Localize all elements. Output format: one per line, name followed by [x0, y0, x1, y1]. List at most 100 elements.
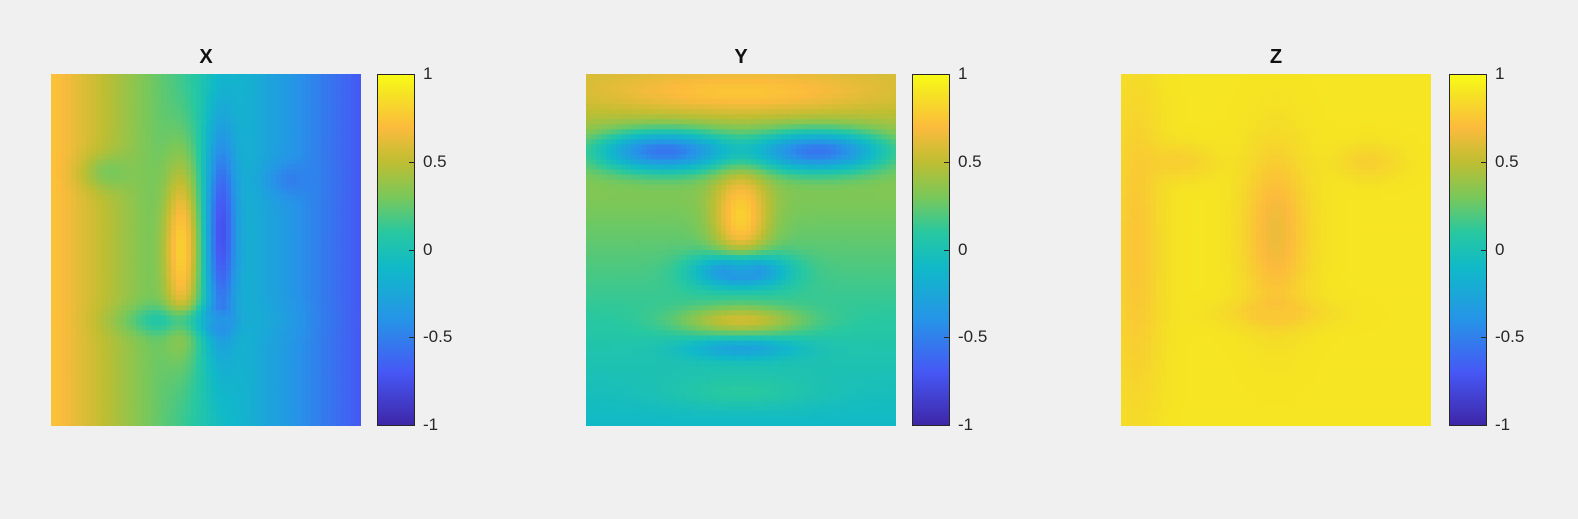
- heatmap-cell: [236, 255, 242, 261]
- heatmap-cell: [696, 109, 702, 115]
- heatmap-cell: [616, 84, 622, 90]
- heatmap-cell: [226, 124, 232, 130]
- heatmap-cell: [306, 189, 312, 196]
- heatmap-cell: [81, 119, 87, 125]
- heatmap-cell: [346, 265, 352, 271]
- heatmap-cell: [256, 169, 262, 176]
- heatmap-cell: [196, 350, 202, 357]
- heatmap-cell: [121, 94, 127, 100]
- heatmap-cell: [136, 250, 142, 256]
- heatmap-cell: [101, 260, 107, 266]
- heatmap-cell: [846, 109, 852, 115]
- heatmap-cell: [236, 335, 242, 342]
- heatmap-cell: [321, 335, 327, 342]
- heatmap-cell: [256, 179, 262, 186]
- heatmap-cell: [61, 169, 67, 176]
- heatmap-cell: [246, 84, 252, 90]
- heatmap-cell: [141, 214, 147, 221]
- heatmap-cell: [296, 415, 302, 422]
- heatmap-cell: [336, 250, 342, 256]
- heatmap-cell: [146, 154, 152, 161]
- heatmap-cell: [101, 94, 107, 100]
- heatmap-cell: [141, 159, 147, 166]
- heatmap-cell: [296, 89, 302, 95]
- heatmap-cell: [176, 310, 182, 316]
- heatmap-cell: [721, 79, 727, 85]
- heatmap-cell: [91, 164, 97, 171]
- heatmap-cell: [101, 114, 107, 120]
- heatmap-cell: [251, 234, 257, 241]
- heatmap-cell: [701, 74, 707, 80]
- heatmap-cell: [251, 265, 257, 271]
- heatmap-cell: [106, 295, 112, 301]
- heatmap-cell: [281, 285, 287, 291]
- heatmap-cell: [676, 74, 682, 80]
- heatmap-cell: [56, 184, 62, 191]
- heatmap-cell: [171, 405, 177, 412]
- heatmap-cell: [306, 239, 312, 246]
- heatmap-cell: [111, 144, 117, 151]
- heatmap-cell: [806, 79, 812, 85]
- heatmap-cell: [96, 370, 102, 377]
- heatmap-cell: [666, 109, 672, 115]
- heatmap-cell: [196, 139, 202, 145]
- heatmap-cell: [356, 415, 361, 422]
- heatmap-cell: [356, 265, 361, 271]
- heatmap-cell: [126, 390, 132, 397]
- heatmap-cell: [206, 219, 212, 226]
- heatmap-cell: [316, 89, 322, 95]
- heatmap-cell: [191, 325, 197, 332]
- heatmap-cell: [111, 74, 117, 80]
- heatmap-cell: [341, 300, 347, 306]
- heatmap-cell: [61, 159, 67, 166]
- heatmap-cell: [156, 360, 162, 367]
- heatmap-cell: [801, 99, 807, 105]
- heatmap-cell: [246, 74, 252, 80]
- heatmap-cell: [136, 315, 142, 321]
- heatmap-cell: [91, 189, 97, 196]
- heatmap-cell: [81, 300, 87, 306]
- heatmap-cell: [76, 229, 82, 236]
- heatmap-cell: [96, 84, 102, 90]
- heatmap-cell: [311, 405, 317, 412]
- heatmap-cell: [256, 149, 262, 156]
- heatmap-cell: [316, 270, 322, 276]
- heatmap-cell: [111, 355, 117, 362]
- heatmap-cell: [221, 169, 227, 176]
- heatmap-cell: [151, 109, 157, 115]
- heatmap-cell: [321, 350, 327, 357]
- heatmap-cell: [321, 385, 327, 392]
- heatmap-cell: [221, 214, 227, 221]
- heatmap-cell: [311, 260, 317, 266]
- heatmap-cell: [91, 335, 97, 342]
- heatmap-cell: [671, 84, 677, 90]
- heatmap-cell: [356, 285, 361, 291]
- heatmap-cell: [151, 295, 157, 301]
- heatmap-cell: [121, 144, 127, 151]
- heatmap-cell: [126, 89, 132, 95]
- heatmap-cell: [66, 335, 72, 342]
- heatmap-cell: [341, 169, 347, 176]
- heatmap-cell: [266, 184, 272, 191]
- heatmap-cell: [196, 360, 202, 367]
- heatmap-cell: [96, 109, 102, 115]
- heatmap-cell: [141, 395, 147, 402]
- heatmap-cell: [56, 144, 62, 151]
- heatmap-cell: [116, 330, 122, 337]
- heatmap-cell: [131, 229, 137, 236]
- heatmap-cell: [231, 79, 237, 85]
- heatmap-cell: [91, 219, 97, 226]
- heatmap-cell: [81, 350, 87, 357]
- heatmap-cell: [166, 360, 172, 367]
- heatmap-cell: [306, 405, 312, 412]
- heatmap-cell: [226, 275, 232, 281]
- heatmap-cell: [716, 94, 722, 100]
- heatmap-cell: [211, 209, 217, 216]
- heatmap-cell: [326, 234, 332, 241]
- heatmap-cell: [66, 159, 72, 166]
- heatmap-cell: [86, 89, 92, 95]
- heatmap-cell: [71, 239, 77, 246]
- heatmap-cell: [111, 265, 117, 271]
- heatmap-cell: [256, 229, 262, 236]
- heatmap-cell: [616, 104, 622, 110]
